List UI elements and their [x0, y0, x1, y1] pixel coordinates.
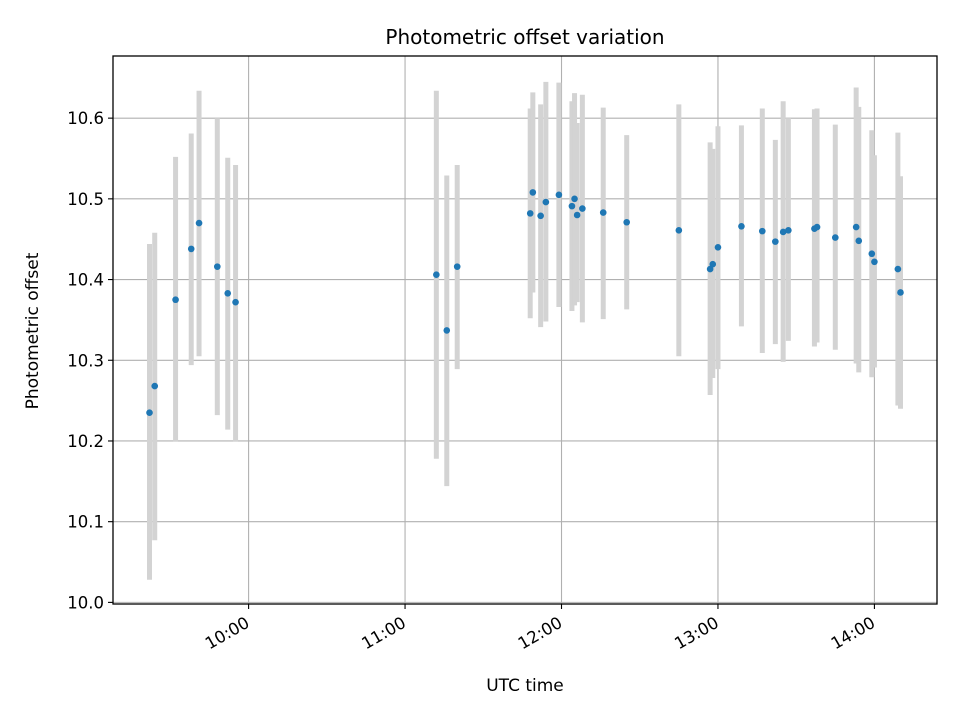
data-point — [599, 209, 607, 216]
data-point — [146, 409, 153, 417]
x-axis-label: UTC time — [486, 676, 564, 696]
data-point — [706, 265, 714, 273]
data-point — [675, 227, 683, 234]
data-point — [568, 202, 576, 210]
data-point — [187, 245, 195, 253]
data-point — [573, 211, 581, 219]
data-point — [772, 238, 779, 245]
y-tick-label: 10.2 — [67, 432, 104, 451]
data-point — [709, 260, 717, 268]
grid — [113, 56, 937, 604]
data-point — [453, 263, 461, 270]
data-point — [852, 223, 860, 231]
data-point — [542, 198, 550, 206]
y-tick-label: 10.5 — [67, 190, 104, 209]
data-point — [758, 227, 766, 235]
data-point — [714, 243, 722, 251]
chart-title: Photometric offset variation — [385, 25, 664, 49]
data-point — [443, 327, 451, 334]
data-points — [146, 189, 904, 417]
data-point — [894, 265, 902, 273]
y-tick-label: 10.4 — [67, 271, 104, 290]
y-axis-label: Photometric offset — [23, 252, 43, 409]
data-point — [555, 191, 563, 199]
y-tick-label: 10.3 — [67, 351, 104, 370]
data-point — [813, 223, 821, 231]
data-point — [868, 250, 876, 258]
data-point — [897, 289, 904, 296]
data-point — [195, 219, 203, 227]
data-point — [832, 234, 839, 241]
data-point — [172, 296, 179, 304]
y-tick-label: 10.0 — [67, 593, 104, 612]
data-point — [785, 227, 792, 234]
data-point — [151, 382, 159, 390]
data-point — [433, 271, 440, 279]
data-point — [526, 210, 534, 217]
y-tick-label: 10.1 — [67, 513, 104, 532]
data-point — [855, 237, 863, 245]
data-point — [529, 189, 537, 196]
y-axis-ticks: 10.0 10.1 10.2 10.3 10.4 10.5 10.6 — [67, 109, 113, 612]
plot-frame — [112, 55, 938, 605]
data-point — [871, 258, 878, 266]
data-point — [579, 205, 586, 212]
data-point — [214, 263, 221, 270]
data-point — [779, 228, 787, 236]
data-point — [738, 222, 745, 230]
data-point — [232, 298, 239, 306]
data-point — [571, 195, 578, 203]
data-point — [537, 212, 544, 220]
y-tick-label: 10.6 — [67, 109, 104, 128]
data-point — [623, 218, 630, 226]
data-point — [224, 289, 232, 297]
